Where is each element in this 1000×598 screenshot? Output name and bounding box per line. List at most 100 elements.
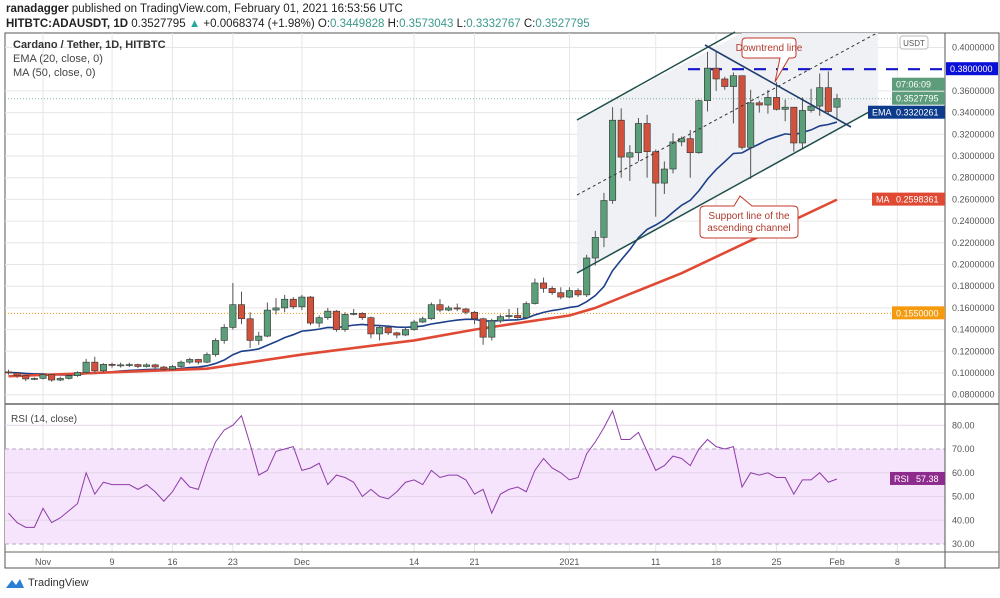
candle-up <box>177 361 185 367</box>
candle-down <box>307 296 315 324</box>
ema-tag-bg <box>868 105 892 119</box>
rsi-tag-bg <box>890 471 912 485</box>
rsi-tick-label: 40.00 <box>952 515 975 525</box>
candle-down <box>453 307 461 310</box>
x-tick-label: 21 <box>469 557 479 567</box>
candle-up <box>410 321 418 330</box>
high-label: H: <box>387 18 400 30</box>
candle-down <box>246 318 254 341</box>
x-tick-label: 9 <box>110 557 115 567</box>
rsi-line <box>8 409 838 528</box>
y-tick-label: 0.2400000 <box>952 216 995 226</box>
candle-up <box>695 100 703 154</box>
ma-line <box>8 198 838 378</box>
candle-up <box>600 200 608 238</box>
last-price-badge: 0.3527795 <box>896 94 939 104</box>
candle-down <box>48 374 56 381</box>
y-tick-label: 0.1400000 <box>952 325 995 335</box>
candle-down <box>289 298 297 308</box>
candle-down <box>557 292 565 298</box>
candle-up <box>764 97 772 106</box>
countdown-badge-bg <box>892 77 945 91</box>
candle-down <box>13 372 21 377</box>
candle-down <box>643 123 651 152</box>
y-tick-label: 0.3600000 <box>952 86 995 96</box>
candle-down <box>393 332 401 336</box>
up-arrow-icon: ▲ <box>188 18 201 30</box>
low-label: L: <box>456 18 467 30</box>
candle-up <box>65 375 73 379</box>
rsi-tick-label: 30.00 <box>952 539 975 549</box>
x-tick-label: 16 <box>167 557 177 567</box>
countdown-badge: 07:06:09 <box>896 80 931 90</box>
publish-info: ranadagger published on TradingView.com,… <box>6 3 403 15</box>
legend-rsi[interactable]: RSI (14, close) <box>11 414 78 425</box>
x-tick-label: Nov <box>35 557 52 567</box>
high-value: 0.3573043 <box>399 18 454 30</box>
y-tick-label: 0.1800000 <box>952 281 995 291</box>
candle-down <box>617 119 625 158</box>
candle-up <box>496 316 504 322</box>
candle-up <box>272 307 280 311</box>
rsi-tick-label: 70.00 <box>952 444 975 454</box>
rsi-value-badge: 57.38 <box>916 474 939 484</box>
candle-up <box>39 374 47 379</box>
candle-up <box>117 364 125 367</box>
candle-up <box>263 309 271 337</box>
legend-ma[interactable]: MA (50, close, 0) <box>13 67 96 79</box>
candle-down <box>540 282 548 289</box>
candle-up <box>798 110 806 144</box>
x-tick-label: Feb <box>829 557 845 567</box>
candle-up <box>816 87 824 107</box>
callout-support-text-1: Support line of the <box>708 211 790 222</box>
chart-legend: Cardano / Tether, 1D, HITBTC EMA (20, cl… <box>13 38 166 80</box>
candle-down <box>384 327 392 334</box>
legend-ema[interactable]: EMA (20, close, 0) <box>13 53 103 65</box>
candle-down <box>712 67 720 80</box>
callout-box-support <box>699 195 799 239</box>
candle-up <box>488 320 496 338</box>
price-change: +0.0068374 (+1.98%) <box>203 18 315 30</box>
candle-up <box>229 304 237 328</box>
candle-up <box>427 304 435 320</box>
y-tick-label: 0.1000000 <box>952 368 995 378</box>
candle-up <box>203 354 211 363</box>
candle-up <box>220 327 228 341</box>
resistance-price-badge: 0.3800000 <box>950 64 993 74</box>
x-tick-label: 25 <box>772 557 782 567</box>
author[interactable]: ranadagger <box>6 3 69 15</box>
candle-down <box>91 361 99 372</box>
candle-up <box>74 372 82 377</box>
currency-badge: USDT <box>903 39 925 48</box>
candle-up <box>315 317 323 324</box>
channel-support-line <box>576 106 879 274</box>
candle-up <box>419 318 427 323</box>
rsi-tag: RSI <box>894 474 909 484</box>
tradingview-logo[interactable]: TradingView <box>5 577 89 589</box>
candle-up <box>324 310 332 318</box>
callout-downtrend-text: Downtrend line <box>736 43 803 54</box>
tradingview-logo-icon <box>6 579 24 588</box>
candle-up <box>445 307 453 311</box>
last-price: 0.3527795 <box>131 18 186 30</box>
y-tick-label: 0.4000000 <box>952 43 995 53</box>
candle-up <box>30 378 38 380</box>
candle-up <box>298 296 306 308</box>
candle-up <box>833 98 841 108</box>
candle-up <box>609 119 617 201</box>
candle-up <box>634 123 642 154</box>
x-tick-label: 18 <box>711 557 721 567</box>
candle-up <box>591 237 599 259</box>
candle-up <box>82 361 90 373</box>
candle-up <box>255 335 263 341</box>
candle-down <box>755 102 763 106</box>
candle-up <box>626 152 634 158</box>
candle-up <box>341 314 349 330</box>
candle-down <box>462 308 470 313</box>
candle-down <box>4 371 12 374</box>
x-tick-label: 11 <box>651 557 660 567</box>
candle-up <box>99 364 107 372</box>
candle-down <box>652 151 660 184</box>
candle-down <box>470 311 478 320</box>
